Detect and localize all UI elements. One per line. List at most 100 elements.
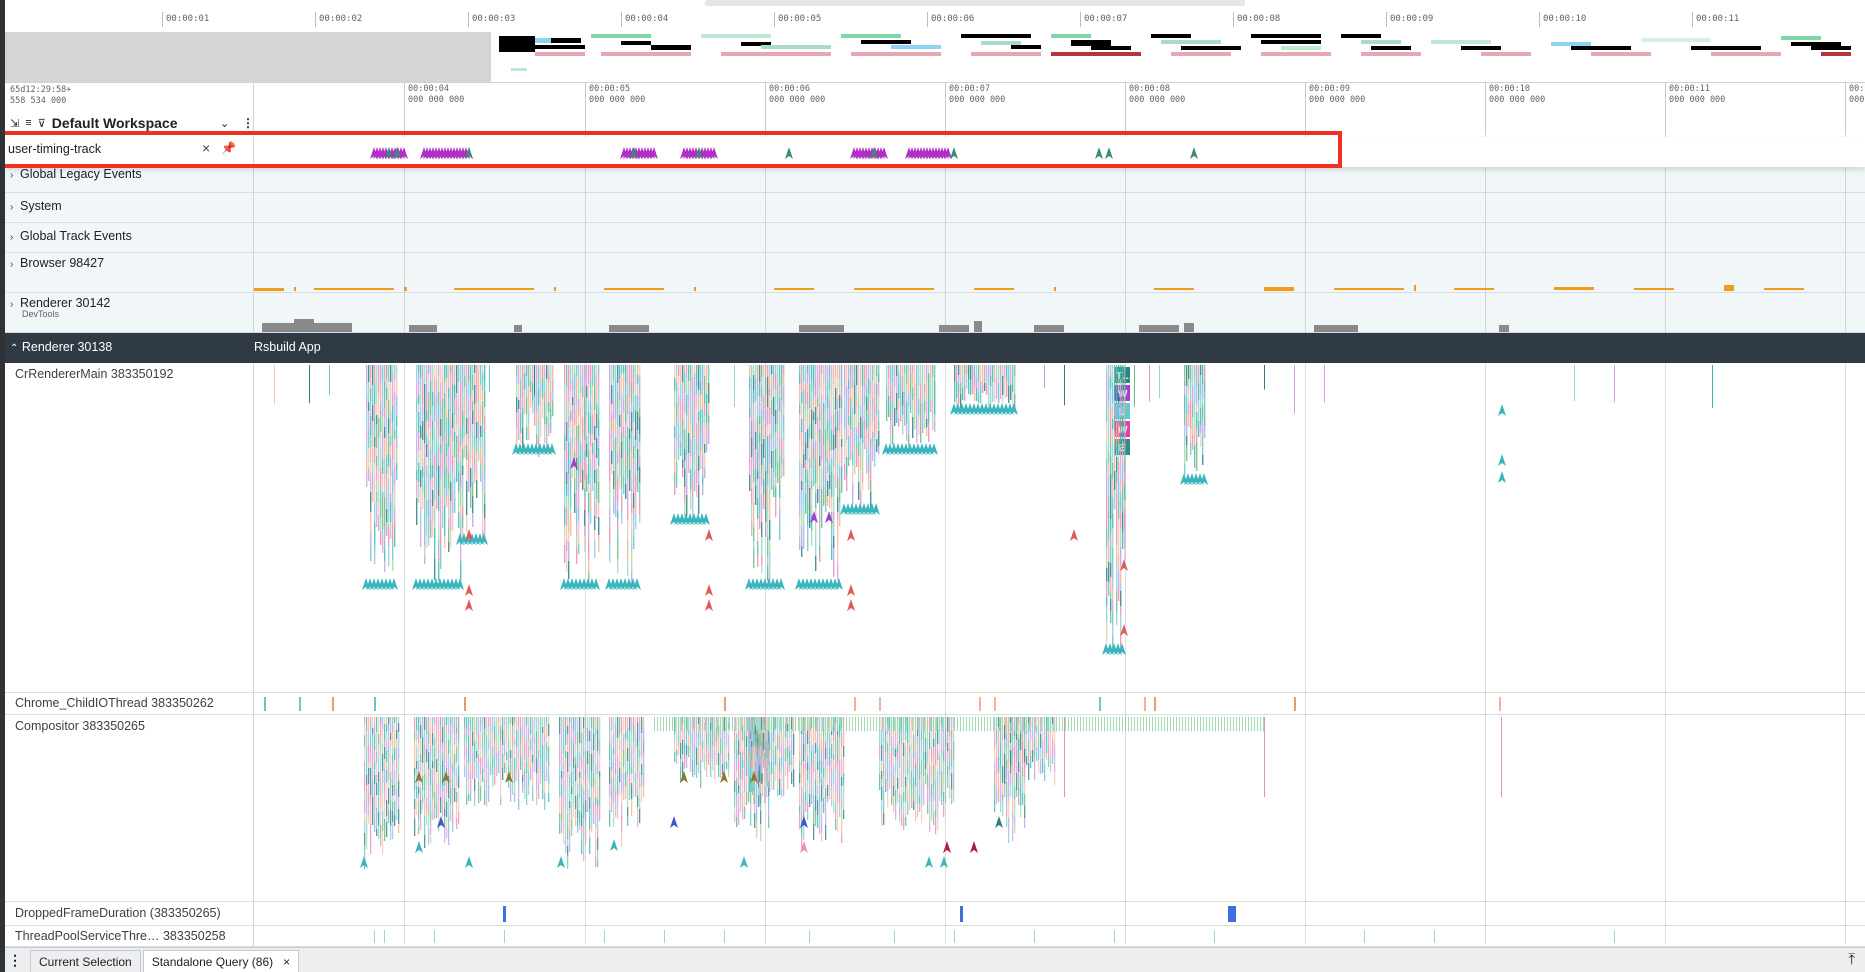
slice bbox=[577, 827, 579, 833]
filter-icon[interactable]: ⊽ bbox=[37, 117, 46, 130]
slice bbox=[963, 717, 964, 731]
slice bbox=[625, 365, 627, 383]
slice bbox=[819, 365, 821, 386]
slice bbox=[758, 795, 760, 807]
slice bbox=[366, 799, 368, 813]
cr-renderer-main-flamegraph[interactable]: T… W L W E bbox=[254, 363, 1865, 692]
track-cr-renderer-main[interactable]: CrRendererMain 383350192 T… W L W E bbox=[5, 363, 1865, 693]
track-browser[interactable]: › Browser 98427 bbox=[5, 253, 1865, 293]
slice bbox=[617, 519, 619, 531]
slice bbox=[846, 440, 848, 457]
slice bbox=[762, 774, 764, 782]
more-options-icon[interactable]: ⋮ bbox=[242, 116, 254, 130]
slice bbox=[1116, 442, 1118, 457]
slice bbox=[394, 467, 396, 486]
expand-chevron-icon[interactable]: › bbox=[10, 170, 14, 181]
track-header[interactable]: › Renderer 30142 DevTools bbox=[5, 293, 254, 332]
slice bbox=[835, 754, 837, 770]
slice bbox=[518, 409, 520, 429]
slice bbox=[595, 755, 597, 765]
child-io-slices[interactable] bbox=[254, 693, 1865, 714]
slice bbox=[578, 544, 580, 554]
slice bbox=[827, 496, 829, 506]
slice bbox=[436, 740, 438, 753]
track-header[interactable]: › Browser 98427 bbox=[5, 253, 254, 292]
slice bbox=[813, 459, 815, 467]
slice bbox=[524, 732, 526, 743]
slice bbox=[466, 742, 468, 748]
overview-unselected-region[interactable] bbox=[5, 32, 491, 82]
expand-chevron-icon[interactable]: › bbox=[10, 259, 14, 270]
collapse-all-icon[interactable]: ⇲ bbox=[10, 117, 20, 130]
slice bbox=[821, 374, 823, 395]
slice bbox=[611, 763, 613, 771]
compositor-flamegraph[interactable] bbox=[254, 715, 1865, 901]
slice bbox=[444, 786, 446, 799]
collapse-chevron-icon[interactable]: ⌃ bbox=[10, 343, 19, 354]
slice bbox=[422, 737, 424, 754]
process-header-renderer[interactable]: ⌃ Renderer 30138 Rsbuild App bbox=[5, 333, 1865, 363]
track-header[interactable]: Chrome_ChildIOThread 383350262 bbox=[5, 693, 254, 714]
slice bbox=[881, 745, 883, 761]
slice bbox=[424, 730, 426, 745]
overview-timeline[interactable]: 00:00:01 00:00:02 00:00:03 00:00:04 00:0… bbox=[5, 0, 1865, 82]
slice bbox=[839, 487, 841, 502]
slice bbox=[462, 489, 464, 506]
slice bbox=[568, 474, 570, 490]
expand-chevron-icon[interactable]: › bbox=[10, 202, 14, 213]
slice bbox=[763, 750, 765, 759]
slice bbox=[552, 381, 554, 391]
slice bbox=[887, 735, 889, 743]
slice bbox=[901, 795, 903, 809]
slice bbox=[748, 762, 750, 775]
track-header[interactable]: › Global Legacy Events bbox=[5, 167, 254, 192]
slice bbox=[570, 365, 572, 382]
slice bbox=[704, 723, 706, 730]
slice bbox=[913, 769, 915, 777]
slice bbox=[921, 782, 923, 798]
slice bbox=[943, 717, 945, 728]
slice bbox=[440, 545, 442, 556]
slice bbox=[382, 395, 384, 408]
slice bbox=[532, 401, 534, 413]
track-header[interactable]: › System bbox=[5, 193, 254, 222]
track-child-io-thread[interactable]: Chrome_ChildIOThread 383350262 bbox=[5, 693, 1865, 715]
slice bbox=[723, 717, 724, 731]
track-header[interactable]: › Global Track Events bbox=[5, 223, 254, 252]
slice bbox=[676, 403, 678, 415]
slice bbox=[1108, 512, 1110, 520]
slice bbox=[1040, 761, 1042, 774]
slice bbox=[1002, 734, 1004, 740]
slice bbox=[329, 365, 330, 396]
slice bbox=[522, 726, 524, 737]
expand-chevron-icon[interactable]: › bbox=[10, 232, 14, 243]
slice bbox=[599, 740, 601, 747]
sort-icon[interactable]: ≡ bbox=[25, 117, 32, 129]
track-global-legacy-events[interactable]: › Global Legacy Events bbox=[5, 167, 1865, 193]
slice bbox=[833, 785, 835, 802]
track-header[interactable]: Compositor 383350265 bbox=[5, 715, 254, 901]
slice bbox=[937, 760, 939, 772]
track-header[interactable]: CrRendererMain 383350192 bbox=[5, 363, 254, 692]
slice bbox=[986, 365, 988, 385]
workspace-title[interactable]: Default Workspace bbox=[51, 115, 178, 131]
track-renderer-devtools[interactable]: › Renderer 30142 DevTools bbox=[5, 293, 1865, 333]
slice bbox=[520, 397, 522, 413]
track-compositor[interactable]: Compositor 383350265 bbox=[5, 715, 1865, 902]
expand-chevron-icon[interactable]: › bbox=[10, 299, 14, 310]
slice bbox=[442, 380, 444, 399]
slice bbox=[726, 717, 727, 731]
time-ruler[interactable]: 00:00:04 000 000 000 00:00:05 000 000 000 … bbox=[254, 82, 1865, 133]
slice bbox=[708, 365, 710, 383]
track-global-track-events[interactable]: › Global Track Events bbox=[5, 223, 1865, 253]
overview-scroll-handle[interactable] bbox=[705, 0, 1245, 6]
chevron-down-icon[interactable]: ⌄ bbox=[220, 117, 230, 130]
slice bbox=[833, 754, 835, 760]
slice bbox=[848, 398, 850, 416]
slice bbox=[811, 447, 813, 467]
slice bbox=[596, 499, 598, 519]
slice bbox=[740, 730, 742, 739]
slice bbox=[629, 784, 631, 800]
flow-arrow bbox=[1118, 643, 1126, 655]
track-system[interactable]: › System bbox=[5, 193, 1865, 223]
